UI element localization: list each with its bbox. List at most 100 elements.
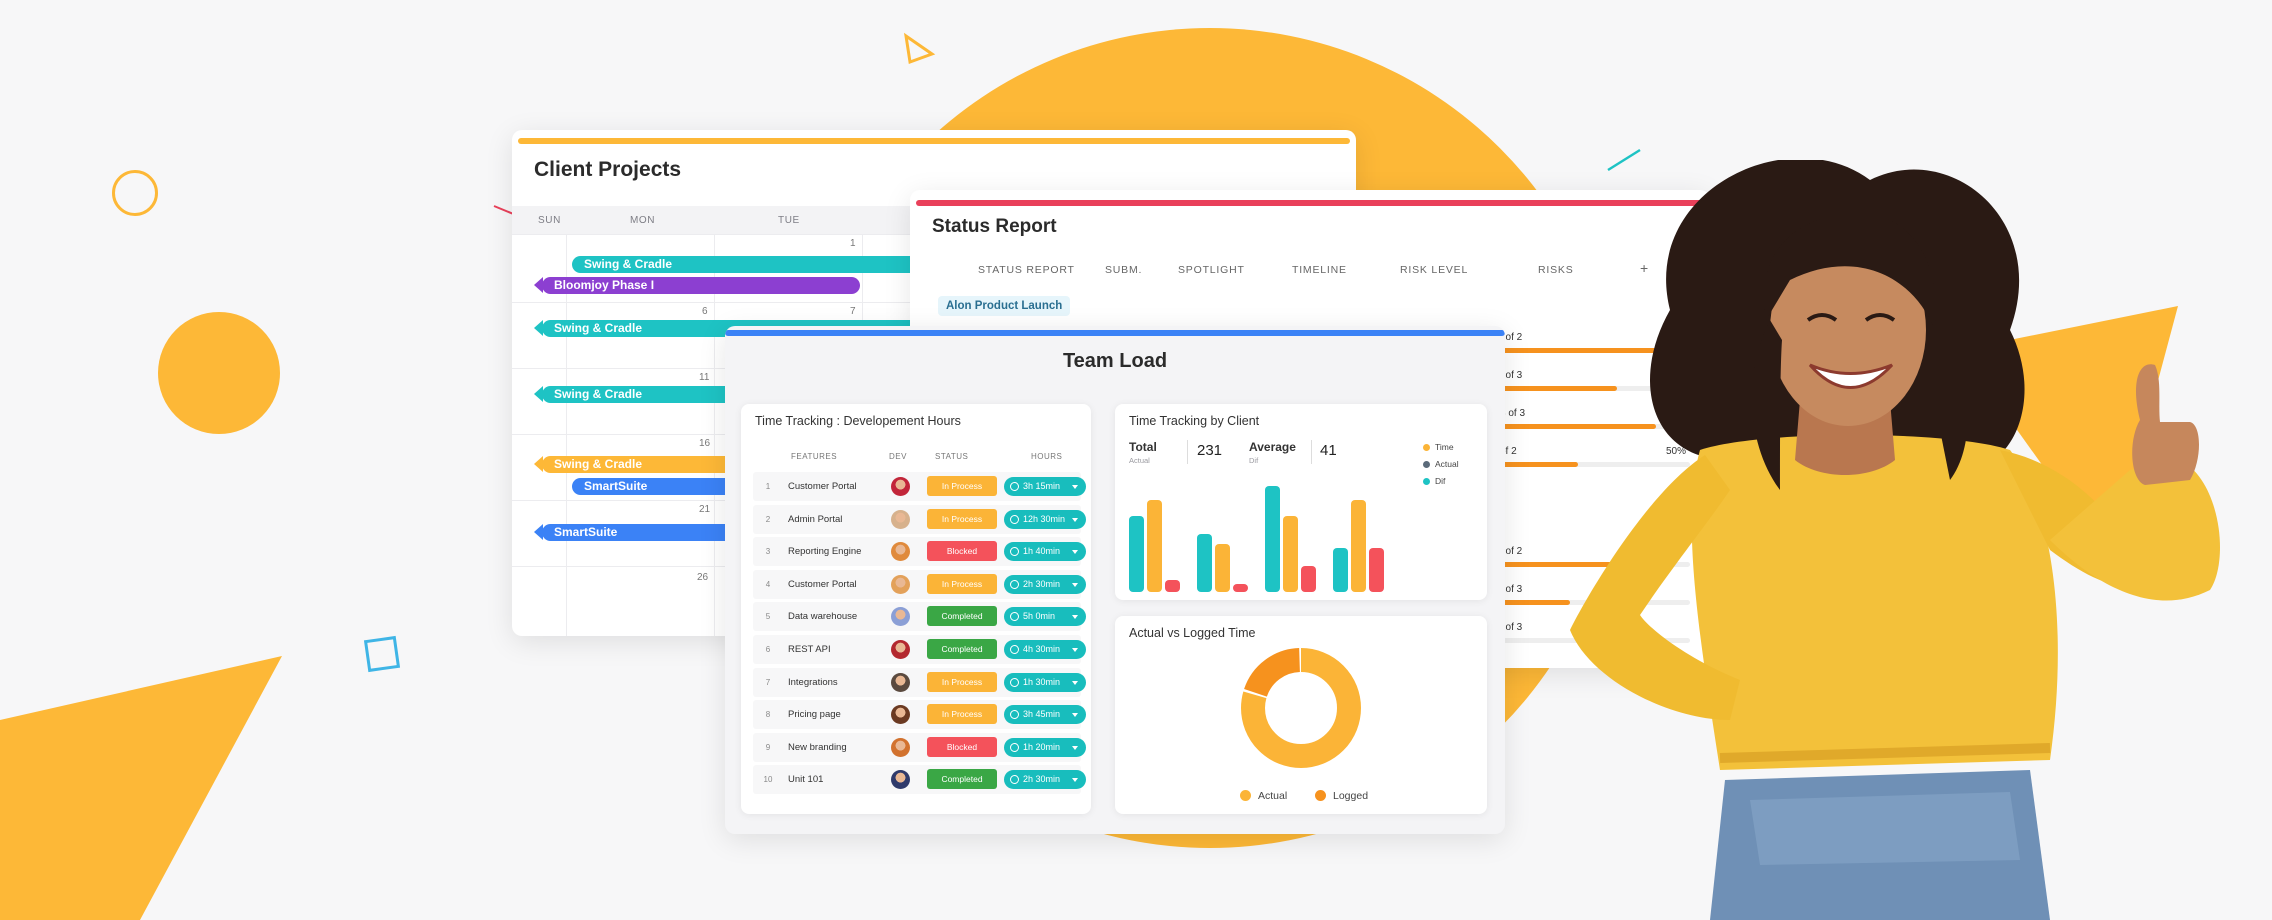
avatar[interactable] [891,607,910,627]
clock-icon [1010,775,1019,785]
row-number: 6 [765,645,771,654]
chevron-down-icon [1072,680,1078,685]
feature-name: Customer Portal [788,578,857,590]
hours-value: 12h 30min [1023,513,1066,524]
col-timeline: TIMELINE [1292,264,1347,276]
tracking-row[interactable]: 7 Integrations In Process 1h 30min [753,667,1086,697]
status-badge[interactable]: Blocked [927,541,997,562]
avatar[interactable] [891,640,910,659]
chevron-down-icon [1072,778,1078,783]
bar-dif-3[interactable] [1265,486,1280,592]
status-report-title: Status Report [932,216,1057,237]
risk-fraction: t of 2 [1500,332,1523,343]
row-number: 10 [763,775,773,785]
bar-time-1[interactable] [1147,500,1162,592]
bar-actual-4[interactable] [1369,548,1384,592]
feature-name: Pricing page [788,709,841,721]
status-badge[interactable]: In Process [927,704,997,725]
tracking-row[interactable]: 2 Admin Portal In Process 12h 30min [753,504,1086,534]
tracking-row[interactable]: 4 Customer Portal In Process 2h 30min [753,569,1086,599]
status-badge[interactable]: Completed [927,606,997,627]
hours-value: 1h 40min [1023,546,1061,557]
risk-progress-fill [1500,462,1578,467]
avatar[interactable] [891,705,910,725]
average-label: Average [1249,440,1296,454]
clock-icon [1010,514,1019,524]
risk-progress-fill [1500,600,1571,605]
tracking-row[interactable]: 3 Reporting Engine Blocked 1h 40min [753,537,1086,567]
status-badge[interactable]: Completed [927,639,997,659]
status-badge[interactable]: In Process [927,476,997,496]
legend-logged: Logged [1315,790,1368,802]
hours-pill[interactable]: 3h 15min [1004,477,1086,496]
avatar[interactable] [891,737,910,757]
avatar[interactable] [891,770,910,790]
hours-pill[interactable]: 4h 30min [1004,640,1086,659]
gantt-bar-bloomjoy[interactable]: Bloomjoy Phase I [534,277,860,294]
hours-pill[interactable]: 1h 20min [1004,737,1086,757]
avatar[interactable] [891,477,910,496]
avatar[interactable] [891,574,910,594]
add-column-button[interactable]: + [1640,260,1649,276]
row-number: 1 [765,482,771,491]
day-number: 1 [850,238,856,249]
project-tag[interactable]: Alon Product Launch [938,296,1071,316]
hours-value: 3h 45min [1023,709,1061,720]
client-projects-accent [518,138,1350,144]
chevron-down-icon [1072,485,1078,489]
team-load-title: Team Load [1062,350,1168,372]
avatar[interactable] [891,672,910,692]
bar-actual-2[interactable] [1233,584,1248,592]
bar-time-2[interactable] [1215,544,1230,592]
hours-pill[interactable]: 2h 30min [1004,770,1086,790]
bar-dif-1[interactable] [1129,516,1144,592]
risk-fraction: 3 of 3 [1500,408,1526,419]
hours-pill[interactable]: 1h 30min [1004,672,1086,692]
risk-progress-fill [1500,348,1656,353]
risk-progress-fill [1500,562,1625,567]
chevron-down-icon [1072,550,1078,555]
bar-time-3[interactable] [1283,516,1298,592]
hours-value: 3h 15min [1023,481,1061,491]
risk-progress-fill [1500,386,1617,391]
row-number: 2 [765,514,771,524]
status-badge[interactable]: In Process [927,508,997,529]
team-load-card: Team Load Time Tracking : Developement H… [725,326,1505,834]
gantt-bar-swing-cradle[interactable]: Swing & Cradle [572,256,972,273]
avatar[interactable] [891,542,910,562]
tracking-row[interactable]: 6 REST API Completed 4h 30min [753,635,1086,664]
bar-actual-3[interactable] [1301,566,1316,592]
actual-vs-logged-title: Actual vs Logged Time [1129,626,1256,640]
tracking-row[interactable]: 5 Data warehouse Completed 5h 0min [753,602,1086,632]
client-projects-title: Client Projects [534,158,682,181]
time-by-client-title: Time Tracking by Client [1129,414,1260,428]
tracking-row[interactable]: 8 Pricing page In Process 3h 45min [753,700,1086,730]
bar-time-4[interactable] [1351,500,1366,592]
hours-pill[interactable]: 5h 0min [1004,607,1086,627]
tracking-row[interactable]: 9 New branding Blocked 1h 20min [753,732,1086,762]
clock-icon [1010,645,1019,654]
tracking-row[interactable]: 10 Unit 101 Completed 2h 30min [753,765,1086,795]
status-badge[interactable]: Blocked [927,736,997,757]
col-features: FEATURES [791,452,838,461]
risk-fraction: t of 3 [1500,622,1523,633]
bar-dif-2[interactable] [1197,534,1212,592]
hours-pill[interactable]: 2h 30min [1004,574,1086,594]
bar-dif-4[interactable] [1333,548,1348,592]
status-badge[interactable]: Completed [927,769,997,790]
feature-name: Unit 101 [788,774,824,786]
status-report-header: STATUS REPORT SUBM. SPOTLIGHT TIMELINE R… [910,256,1710,284]
row-number: 9 [765,742,771,752]
tracking-row[interactable]: 1 Customer Portal In Process 3h 15min [753,472,1086,501]
hours-pill[interactable]: 1h 40min [1004,542,1086,562]
hours-pill[interactable]: 12h 30min [1004,509,1086,529]
feature-name: New branding [788,741,847,753]
hours-pill[interactable]: 3h 45min [1004,705,1086,725]
avatar[interactable] [891,509,910,529]
donut-slice-actual[interactable] [1241,648,1361,768]
day-number: 16 [699,438,711,449]
clock-icon [1010,547,1019,557]
status-badge[interactable]: In Process [927,671,997,692]
status-badge[interactable]: In Process [927,573,997,594]
bar-actual-1[interactable] [1165,580,1180,592]
